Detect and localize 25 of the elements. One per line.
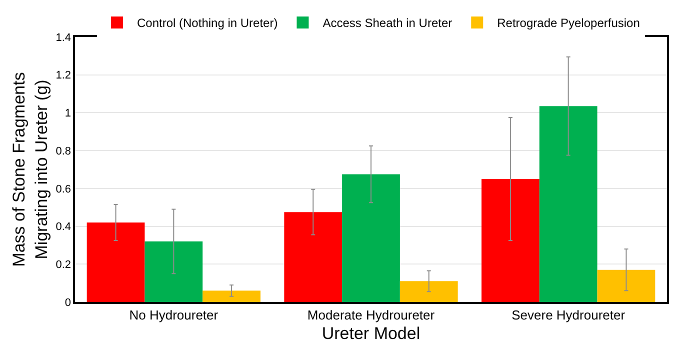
y-tick-label: 0: [64, 296, 72, 309]
bar: [86, 222, 145, 302]
y-tick-label: 0.4: [56, 221, 72, 234]
legend-label: Retrograde Pyeloperfusion: [497, 16, 640, 30]
legend-label: Control (Nothing in Ureter): [137, 16, 278, 30]
y-axis-title: Mass of Stone Fragments Migrating into Ureter (g): [10, 72, 51, 267]
bar: [202, 290, 260, 302]
x-tick-label: No Hydroureter: [129, 307, 219, 322]
y-tick-label: 1: [64, 108, 72, 120]
legend-label: Access Sheath in Ureter: [322, 16, 452, 30]
y-tick-label: 0.2: [56, 258, 72, 271]
bar: [400, 281, 458, 302]
bar: [597, 270, 656, 302]
bar: [284, 212, 342, 302]
bar: [342, 174, 400, 302]
y-tick-label: 1.2: [56, 70, 72, 82]
y-tick-label: 0.8: [56, 145, 72, 158]
y-tick-label: 1.4: [56, 32, 72, 44]
x-tick-label: Moderate Hydroureter: [307, 307, 436, 322]
bar: [482, 178, 540, 302]
bar: [539, 106, 598, 302]
bar: [144, 241, 203, 302]
y-tick-label: 0.6: [56, 183, 72, 196]
x-tick-label: Severe Hydroureter: [512, 307, 626, 322]
x-axis-title: Ureter Model: [322, 324, 420, 344]
